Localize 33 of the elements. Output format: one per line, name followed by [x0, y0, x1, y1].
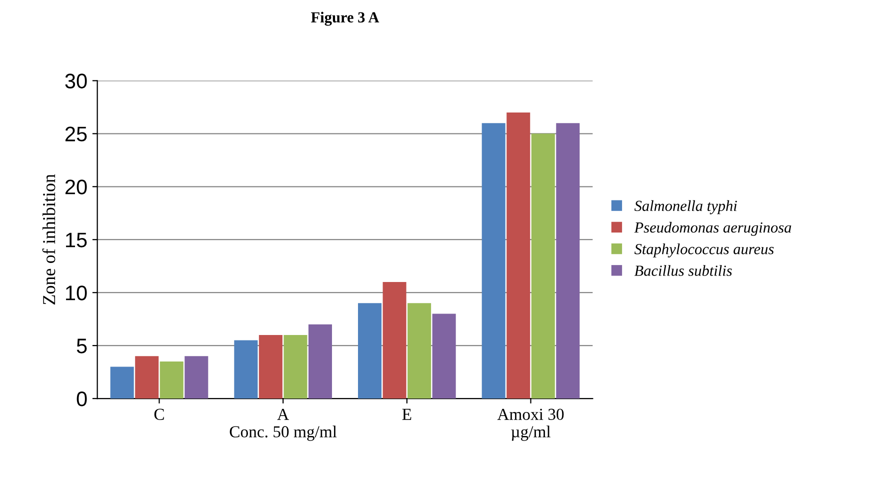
y-tick-label: 20	[65, 180, 87, 194]
y-tick-label: 30	[65, 74, 87, 88]
bar	[482, 123, 506, 399]
bar	[506, 112, 530, 399]
bar	[531, 134, 555, 399]
bar	[432, 314, 456, 399]
bar	[284, 334, 308, 399]
y-tick-label: 5	[76, 338, 87, 354]
bar	[160, 361, 184, 399]
y-axis-title: Zone of inhibition	[42, 174, 56, 304]
legend-label: Salmonella typhi	[634, 200, 737, 214]
bar	[358, 303, 382, 399]
y-tick-label: 15	[66, 232, 87, 248]
legend-label: Bacillus subtilis	[634, 265, 732, 276]
legend-label: Staphylococcus aureus	[634, 244, 774, 258]
bar	[135, 356, 159, 399]
bar	[556, 123, 580, 399]
y-tick-label: 10	[66, 286, 87, 300]
bar	[382, 282, 406, 399]
x-tick-label: E	[402, 408, 412, 420]
bar	[408, 303, 432, 399]
x-tick-label: Amoxi 30 µg/ml	[497, 408, 564, 441]
x-tick-label: A Conc. 50 mg/ml	[230, 408, 337, 441]
x-tick-label: C	[154, 408, 164, 420]
bar	[234, 340, 258, 399]
chart-title: Figure 3 A	[311, 12, 380, 26]
legend-label: Pseudomonas aeruginosa	[634, 222, 792, 236]
bar	[308, 324, 332, 399]
y-tick-label: 25	[65, 126, 87, 142]
bar	[110, 366, 134, 399]
y-tick-label: 0	[76, 392, 87, 406]
bar	[184, 356, 208, 399]
bar	[258, 334, 282, 399]
